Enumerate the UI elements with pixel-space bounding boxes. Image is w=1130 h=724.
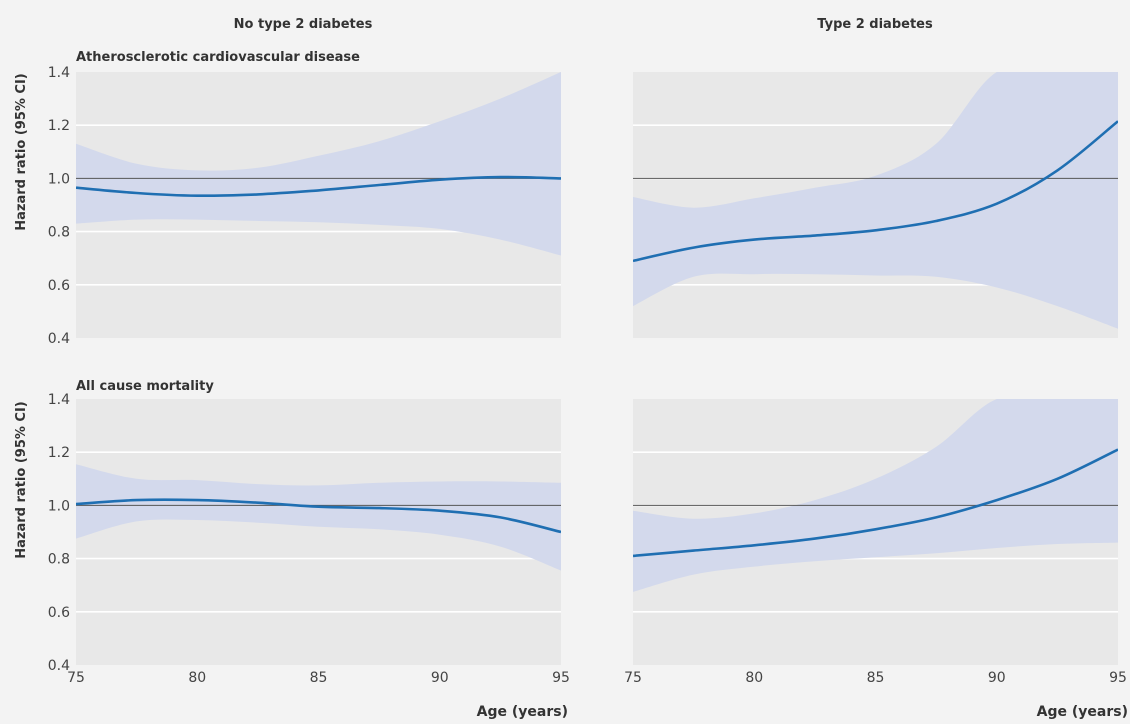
confidence-band <box>633 72 1118 329</box>
x-tick-label: 80 <box>188 670 206 686</box>
y-tick-label: 0.4 <box>48 331 70 347</box>
x-axis-label-right: Age (years) <box>1037 704 1128 720</box>
x-tick-label: 85 <box>310 670 328 686</box>
confidence-band <box>76 464 561 571</box>
panel-1-1: 75 80 85 90 95 <box>624 399 1127 686</box>
y-tick-label: 0.8 <box>48 225 70 241</box>
x-tick-label: 75 <box>624 670 642 686</box>
y-tick-label: 1.0 <box>48 171 70 187</box>
x-tick-label: 85 <box>867 670 885 686</box>
y-axis-label-bottom: Hazard ratio (95% CI) <box>14 401 29 558</box>
y-tick-label: 0.6 <box>48 278 70 294</box>
y-tick-label: 1.2 <box>48 445 70 461</box>
x-tick-label: 90 <box>431 670 449 686</box>
x-axis-label-left: Age (years) <box>477 704 568 720</box>
row-title-ascvd: Atherosclerotic cardiovascular disease <box>76 50 360 65</box>
panel-0-0: 0.4 0.6 0.8 1.0 1.2 1.4 <box>48 65 561 347</box>
row-title-mortality: All cause mortality <box>76 379 214 394</box>
x-tick-label: 80 <box>745 670 763 686</box>
panel-1-0: 0.4 0.6 0.8 1.0 1.2 1.4 75 80 85 90 95 <box>48 392 570 686</box>
x-tick-label: 90 <box>988 670 1006 686</box>
panel-0-1 <box>633 72 1118 338</box>
column-title-no-diabetes: No type 2 diabetes <box>234 17 373 32</box>
hazard-ratio-line <box>76 175 561 198</box>
confidence-band <box>76 72 561 256</box>
hazard-ratio-line <box>76 498 561 534</box>
y-tick-label: 0.8 <box>48 552 70 568</box>
y-tick-label: 0.4 <box>48 658 70 674</box>
column-title-diabetes: Type 2 diabetes <box>817 17 933 32</box>
x-tick-label: 95 <box>552 670 570 686</box>
x-tick-label: 95 <box>1109 670 1127 686</box>
y-tick-label: 0.6 <box>48 605 70 621</box>
x-tick-label: 75 <box>67 670 85 686</box>
y-tick-label: 1.4 <box>48 65 70 81</box>
confidence-band <box>633 399 1118 592</box>
y-axis-label-top: Hazard ratio (95% CI) <box>14 73 29 230</box>
y-tick-label: 1.4 <box>48 392 70 408</box>
y-tick-label: 1.0 <box>48 498 70 514</box>
hazard-ratio-line <box>633 120 1118 263</box>
hazard-ratio-line <box>633 448 1118 558</box>
y-tick-label: 1.2 <box>48 118 70 134</box>
